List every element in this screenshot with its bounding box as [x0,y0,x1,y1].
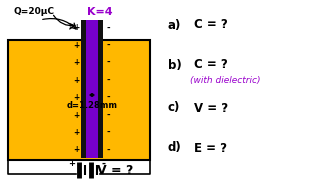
Text: (with dielectric): (with dielectric) [190,75,260,84]
Text: +: + [73,24,79,33]
Text: -: - [106,93,110,102]
Text: +: + [68,159,76,168]
Text: d=1.28mm: d=1.28mm [67,102,117,111]
Text: +: + [73,128,79,137]
Text: C = ?: C = ? [194,19,228,32]
Bar [98,20,103,158]
Bar [86,20,98,158]
Text: -: - [106,111,110,120]
Text: V = ?: V = ? [97,164,133,177]
Text: Q=20μC: Q=20μC [14,8,55,17]
Text: +: + [73,145,79,154]
Text: -: - [106,76,110,85]
Text: a): a) [168,19,181,32]
Text: -: - [102,159,106,169]
Bar [81,20,86,158]
Text: -: - [106,41,110,50]
Text: +: + [73,41,79,50]
Text: -: - [106,24,110,33]
Text: E = ?: E = ? [194,141,227,154]
Text: c): c) [168,102,180,114]
Text: +: + [73,111,79,120]
Text: C = ?: C = ? [194,58,228,71]
Text: V = ?: V = ? [194,102,228,114]
Text: +: + [73,93,79,102]
Text: b): b) [168,58,182,71]
Text: K=4: K=4 [87,7,113,17]
Bar [8,40,150,160]
Text: -: - [106,128,110,137]
Text: -: - [106,58,110,67]
Text: -: - [106,145,110,154]
Text: d): d) [168,141,182,154]
Text: +: + [73,58,79,67]
Text: +: + [73,76,79,85]
